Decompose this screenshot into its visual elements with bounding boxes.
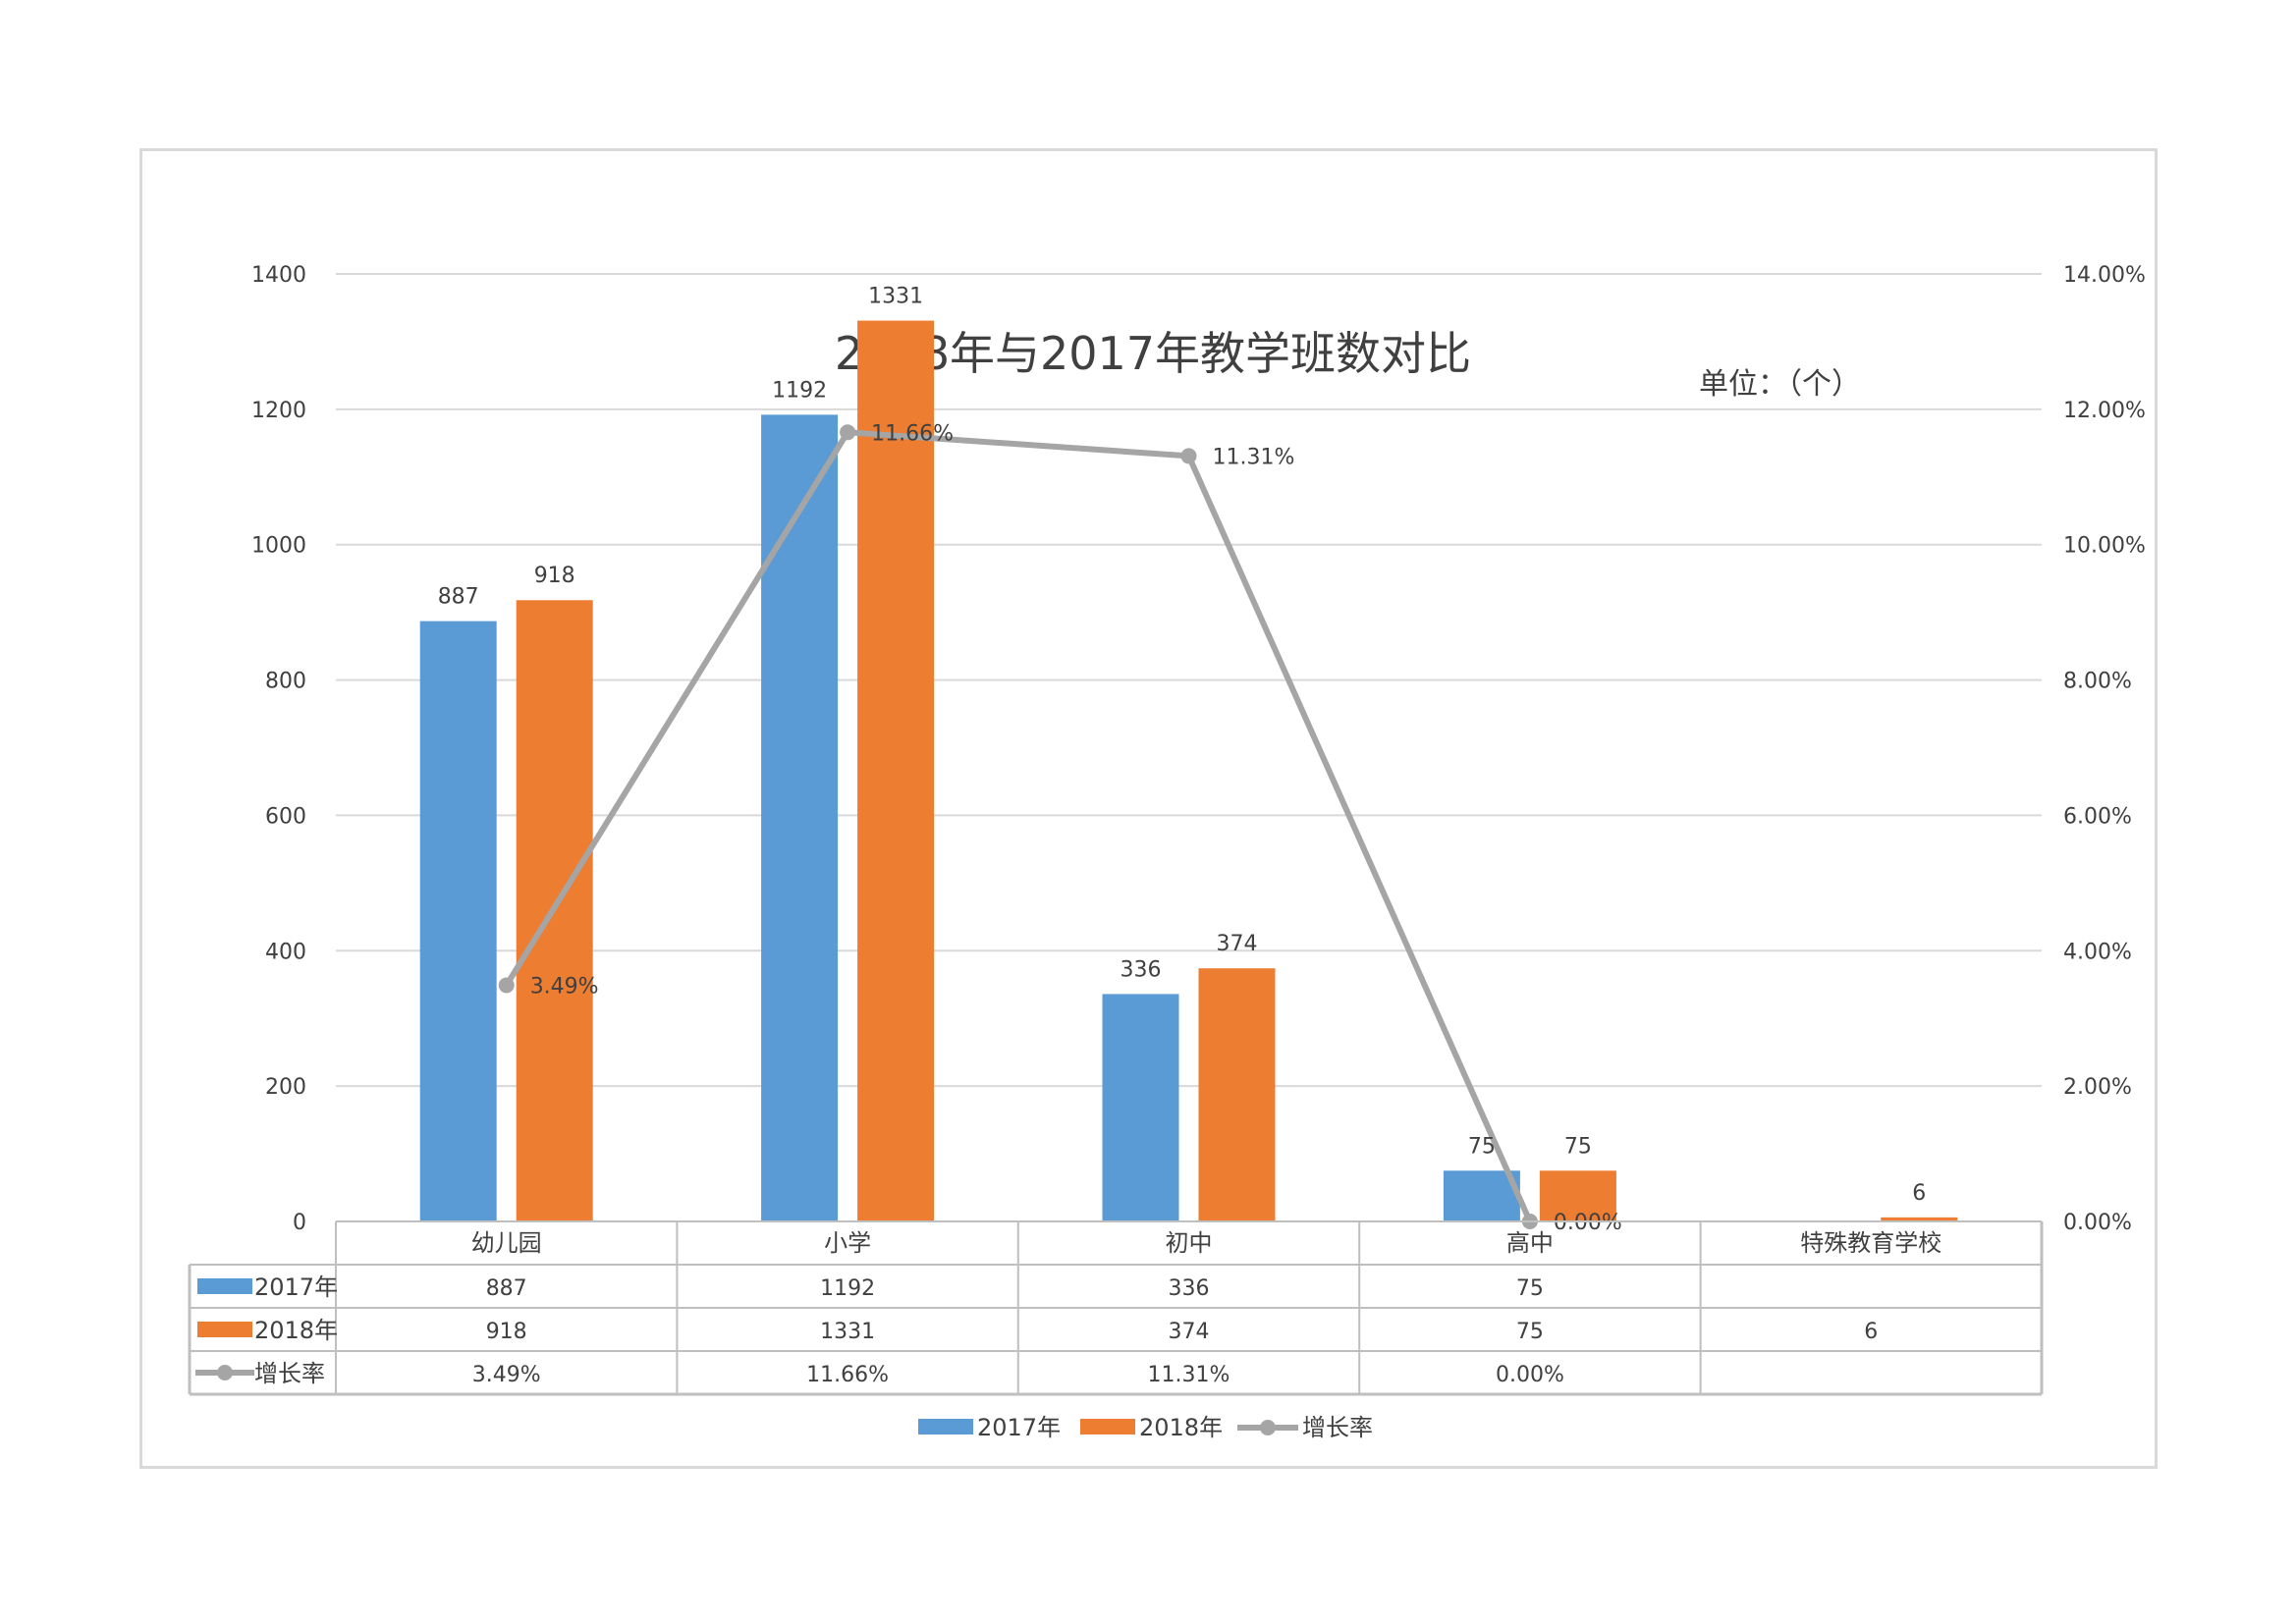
bar-value-label: 75: [1564, 1134, 1592, 1159]
table-row-label: 2017年: [254, 1273, 338, 1301]
y-left-tick-label: 600: [265, 804, 306, 829]
growth-point: [1180, 448, 1197, 464]
category-label: 幼儿园: [471, 1229, 542, 1257]
legend: 2017年 2018年 增长率: [918, 1414, 1373, 1441]
data-table: 幼儿园 小学 初中 高中 特殊教育学校 2017年 887 1192 336 75 2018年 918…: [188, 1220, 2044, 1396]
y-right-tick-label: 14.00%: [2063, 263, 2146, 288]
y-right-tick-label: 6.00%: [2063, 804, 2132, 829]
bar-2018年: [1198, 968, 1276, 1221]
growth-value-label: 0.00%: [1554, 1211, 1622, 1235]
category-label: 特殊教育学校: [1800, 1229, 1941, 1257]
y-axis-right: 0.00% 2.00% 4.00% 6.00% 8.00% 10.00% 12.00% 14.…: [2063, 263, 2146, 1235]
category-label: 高中: [1506, 1229, 1554, 1257]
category-label: 小学: [824, 1229, 871, 1257]
table-cell: 0.00%: [1496, 1363, 1564, 1387]
y-left-tick-label: 1400: [251, 263, 306, 288]
table-row-key-marker: [217, 1365, 233, 1380]
table-cell: 6: [1864, 1320, 1878, 1344]
table-cell: 887: [486, 1276, 527, 1301]
legend-key: [918, 1419, 973, 1435]
y-right-tick-label: 0.00%: [2063, 1211, 2132, 1235]
bar-2018年: [1881, 1217, 1958, 1221]
y-right-tick-label: 4.00%: [2063, 940, 2132, 964]
growth-line-path: [504, 429, 1533, 1223]
growth-point: [840, 424, 856, 441]
y-right-tick-label: 8.00%: [2063, 670, 2132, 694]
growth-point: [498, 977, 515, 994]
bar-value-label: 75: [1468, 1134, 1496, 1159]
legend-label: 2017年: [977, 1414, 1061, 1441]
bar-2017年: [419, 621, 497, 1221]
y-left-tick-label: 200: [265, 1075, 306, 1100]
table-row-key: [197, 1278, 252, 1294]
bar-2017年: [1443, 1170, 1520, 1221]
y-left-tick-label: 1000: [251, 534, 306, 559]
y-right-tick-label: 10.00%: [2063, 534, 2146, 559]
bar-2018年: [1539, 1170, 1616, 1221]
bar-value-label: 887: [438, 585, 479, 610]
bar-value-label: 1192: [772, 378, 827, 403]
bar-value-label: 918: [534, 564, 575, 588]
legend-label: 2018年: [1139, 1414, 1223, 1441]
y-right-tick-label: 2.00%: [2063, 1075, 2132, 1100]
table-row-label: 2018年: [254, 1317, 338, 1344]
table-row-label: 增长率: [254, 1360, 325, 1387]
growth-value-label: 11.31%: [1213, 445, 1295, 469]
data-labels: 887 1192 336 75 918 1331 374 75 6 3.49% 11.66% 11.3…: [438, 285, 1927, 1235]
y-right-tick-label: 12.00%: [2063, 399, 2146, 423]
legend-key-marker: [1260, 1420, 1276, 1435]
chart-svg: 2018年与2017年教学班数对比 单位：（个） 0 200 400 600 800 10…: [188, 263, 2146, 1441]
table-cell: 75: [1516, 1320, 1544, 1344]
growth-value-label: 3.49%: [530, 974, 599, 999]
chart-title: 2018年与2017年教学班数对比: [835, 327, 1471, 380]
bar-2018年: [857, 320, 935, 1221]
table-cell: 918: [486, 1320, 527, 1344]
legend-key: [1080, 1419, 1135, 1435]
table-cell: 11.66%: [806, 1363, 889, 1387]
bar-value-label: 374: [1217, 932, 1258, 956]
bar-value-label: 1331: [868, 285, 923, 309]
growth-line: [498, 424, 1538, 1229]
table-cell: 1192: [820, 1276, 875, 1301]
table-cell: 374: [1169, 1320, 1210, 1344]
bar-2017年: [761, 414, 839, 1221]
y-left-tick-label: 1200: [251, 399, 306, 423]
bar-value-label: 336: [1121, 957, 1162, 982]
table-cell: 75: [1516, 1276, 1544, 1301]
table-cell: 3.49%: [472, 1363, 541, 1387]
bar-value-label: 6: [1912, 1181, 1926, 1206]
table-row-key: [197, 1322, 252, 1337]
y-left-tick-label: 800: [265, 670, 306, 694]
y-left-tick-label: 400: [265, 940, 306, 964]
table-cell: 11.31%: [1148, 1363, 1230, 1387]
y-left-tick-label: 0: [293, 1211, 306, 1235]
table-cell: 1331: [820, 1320, 875, 1344]
growth-value-label: 11.66%: [871, 421, 954, 446]
bar-2017年: [1102, 994, 1179, 1221]
category-label: 初中: [1166, 1229, 1213, 1257]
unit-label: 单位：（个）: [1699, 367, 1861, 402]
chart-frame: 2018年与2017年教学班数对比 单位：（个） 0 200 400 600 800 10…: [139, 148, 2158, 1469]
table-cell: 336: [1169, 1276, 1210, 1301]
y-axis-left: 0 200 400 600 800 1000 1200 1400: [251, 263, 306, 1235]
legend-label: 增长率: [1302, 1414, 1373, 1441]
